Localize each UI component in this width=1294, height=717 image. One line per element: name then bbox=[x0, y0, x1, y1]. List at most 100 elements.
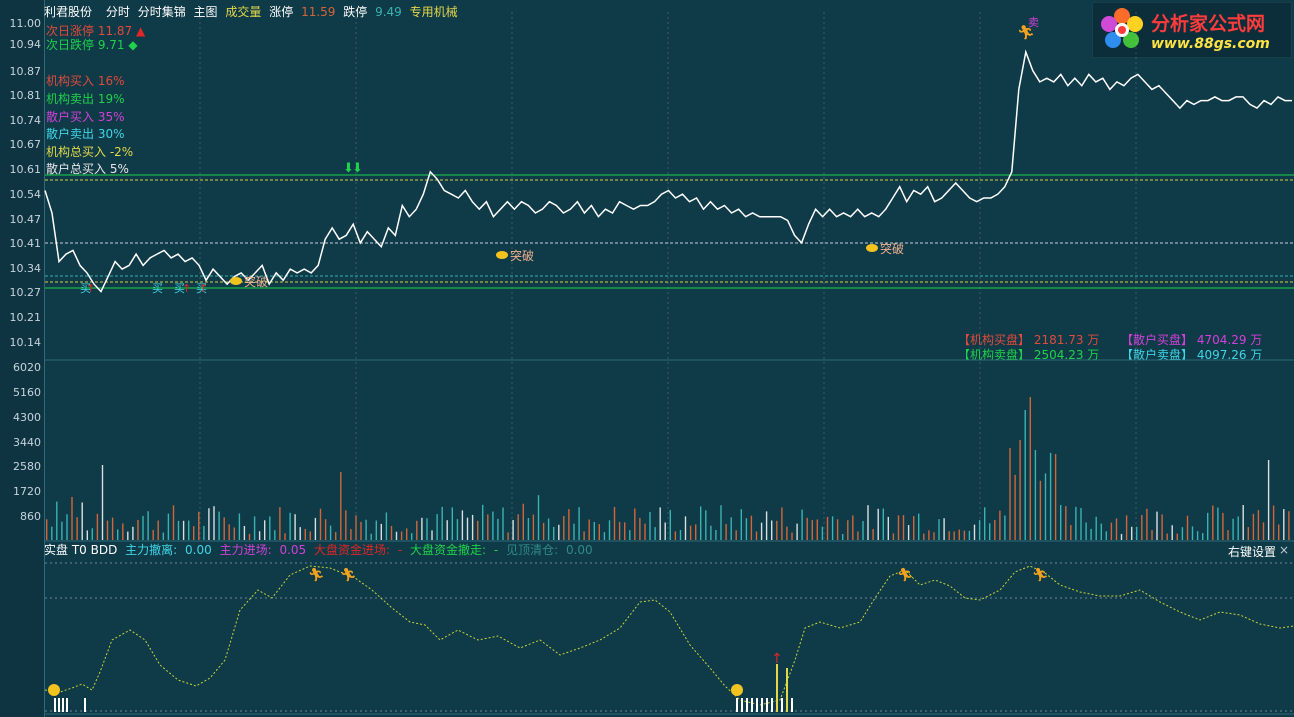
volume-bar bbox=[111, 517, 114, 540]
chart-header: 利君股份 分时 分时集锦 主图 成交量 涨停 11.59 跌停 9.49 专用机… bbox=[44, 3, 462, 21]
volume-bar bbox=[177, 520, 180, 540]
volume-bar bbox=[482, 504, 484, 540]
volume-bar bbox=[735, 530, 737, 540]
volume-bar bbox=[345, 510, 347, 540]
volume-bar bbox=[877, 508, 879, 540]
retail-sell-stat-label: 【散户卖盘】 bbox=[1121, 348, 1194, 362]
volume-bar bbox=[319, 508, 322, 540]
volume-bar bbox=[324, 519, 327, 540]
volume-bar bbox=[1181, 527, 1184, 540]
inst-sell-stat-value: 2504.23 万 bbox=[1033, 348, 1100, 362]
volume-bar bbox=[634, 508, 636, 540]
volume-label[interactable]: 成交量 bbox=[225, 5, 262, 19]
price-axis: 11.00 10.94 10.87 10.81 10.74 10.67 10.6… bbox=[0, 0, 45, 717]
price-tick: 10.81 bbox=[9, 89, 42, 102]
volume-bar bbox=[923, 533, 925, 540]
volume-bar bbox=[456, 519, 459, 540]
volume-bar bbox=[299, 527, 301, 540]
volume-bar bbox=[51, 526, 53, 540]
volume-bar bbox=[502, 507, 504, 540]
volume-bar bbox=[547, 518, 550, 540]
volume-bar bbox=[1283, 509, 1285, 540]
sub-bar bbox=[54, 698, 56, 712]
breakout-text: 突破 bbox=[880, 241, 904, 256]
sub-bar bbox=[746, 698, 748, 712]
market-out-label: 大盘资金撤走: bbox=[410, 543, 487, 557]
volume-bar bbox=[679, 530, 682, 540]
main-exit-label: 主力撤离: bbox=[125, 543, 178, 557]
volume-bar bbox=[786, 526, 788, 540]
right-click-settings[interactable]: 右键设置 bbox=[1227, 545, 1276, 559]
volume-bar bbox=[760, 522, 763, 540]
volume-bar bbox=[649, 512, 651, 540]
volume-bar bbox=[86, 530, 88, 540]
menu-zhutu[interactable]: 主图 bbox=[193, 5, 218, 19]
volume-bar bbox=[1202, 533, 1204, 540]
volume-bar bbox=[948, 531, 950, 540]
volume-bar bbox=[593, 521, 595, 540]
volume-bar bbox=[122, 523, 124, 540]
volume-bar bbox=[395, 531, 398, 540]
volume-bar bbox=[279, 507, 281, 540]
volume-bar bbox=[329, 525, 332, 540]
sub-panel-name[interactable]: 实盘 T0 BDD bbox=[44, 543, 118, 557]
market-in-value: - bbox=[397, 543, 403, 557]
volume-bar bbox=[157, 520, 159, 540]
sub-indicator-bars bbox=[54, 664, 793, 712]
market-out-value: - bbox=[493, 543, 499, 557]
volume-bar bbox=[750, 515, 753, 540]
volume-bar bbox=[1186, 515, 1189, 540]
volume-bar bbox=[542, 522, 545, 540]
volume-bar bbox=[400, 531, 403, 540]
volume-bar bbox=[390, 526, 393, 540]
volume-bar bbox=[431, 530, 433, 540]
volume-bar bbox=[887, 516, 889, 540]
volume-bar bbox=[233, 527, 235, 540]
volume-bar bbox=[1125, 515, 1128, 540]
volume-bar bbox=[1232, 518, 1234, 540]
volume-bar bbox=[629, 530, 631, 540]
volume-tick: 5160 bbox=[13, 386, 41, 399]
volume-bar bbox=[355, 515, 357, 540]
volume-bar bbox=[81, 502, 83, 540]
volume-bar bbox=[1115, 518, 1118, 540]
volume-bar bbox=[573, 523, 575, 540]
volume-bar bbox=[253, 516, 256, 540]
volume-tick: 1720 bbox=[13, 485, 41, 498]
volume-bar bbox=[684, 516, 687, 540]
price-tick: 10.54 bbox=[9, 188, 42, 201]
volume-bar bbox=[76, 517, 78, 540]
retail-buy: 散户买入 35% bbox=[46, 110, 125, 124]
money-bag-icon bbox=[48, 684, 60, 696]
volume-bar bbox=[421, 517, 423, 540]
price-tick: 10.21 bbox=[9, 311, 42, 324]
price-tick: 10.34 bbox=[9, 262, 42, 275]
stock-name[interactable]: 利君股份 bbox=[44, 5, 93, 19]
sub-bar bbox=[736, 698, 738, 712]
sector-label: 专用机械 bbox=[409, 5, 458, 19]
volume-bar bbox=[720, 505, 722, 540]
main-exit-value: 0.00 bbox=[185, 543, 212, 557]
volume-bar bbox=[568, 509, 570, 540]
running-man-icon: 🏃︎ bbox=[1032, 567, 1049, 583]
volume-bar bbox=[1080, 508, 1082, 540]
volume-bar bbox=[1262, 522, 1265, 540]
volume-bar bbox=[740, 509, 742, 540]
volume-bar bbox=[669, 509, 671, 540]
volume-bar bbox=[842, 534, 844, 540]
sub-bar bbox=[791, 698, 793, 712]
next-limit-down-text: 次日跌停 9.71 bbox=[46, 38, 125, 52]
volume-bar bbox=[1070, 525, 1072, 540]
menu-fenshi[interactable]: 分时 bbox=[105, 5, 130, 19]
volume-bar bbox=[461, 510, 464, 540]
close-icon[interactable]: × bbox=[1278, 543, 1289, 557]
volume-bar bbox=[1029, 397, 1031, 540]
volume-bar bbox=[441, 506, 443, 540]
buy-mark: 买 bbox=[80, 282, 91, 295]
sub-bar bbox=[66, 698, 68, 712]
retail-sell: 散户卖出 30% bbox=[46, 127, 125, 141]
volume-bar bbox=[101, 465, 104, 540]
menu-fenshi-jijin[interactable]: 分时集锦 bbox=[137, 5, 186, 19]
volume-bars bbox=[46, 397, 1290, 540]
